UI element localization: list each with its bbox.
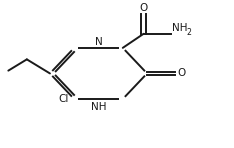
Text: O: O [177, 68, 185, 78]
Text: NH: NH [172, 23, 188, 33]
Text: N: N [95, 37, 102, 47]
Text: 2: 2 [187, 28, 192, 37]
Text: NH: NH [91, 102, 106, 112]
Text: Cl: Cl [58, 94, 68, 104]
Text: O: O [139, 3, 148, 13]
